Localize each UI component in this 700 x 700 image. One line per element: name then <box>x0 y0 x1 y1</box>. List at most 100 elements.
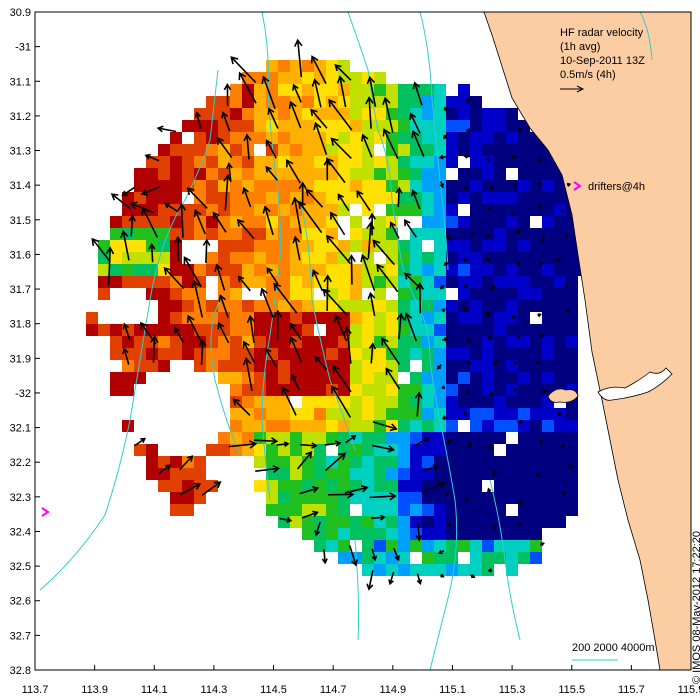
velocity-cell <box>458 192 470 204</box>
velocity-cell <box>422 348 434 360</box>
velocity-cell <box>446 420 458 432</box>
velocity-cell <box>254 264 266 276</box>
velocity-cell <box>422 396 434 408</box>
velocity-cell <box>326 60 338 72</box>
velocity-cell <box>278 408 290 420</box>
velocity-cell <box>434 408 446 420</box>
velocity-cell <box>506 300 518 312</box>
velocity-cell <box>386 168 398 180</box>
velocity-cell <box>422 300 434 312</box>
velocity-arrow <box>371 514 386 521</box>
velocity-cell <box>434 144 446 156</box>
y-tick-label: 32.5 <box>10 561 31 573</box>
velocity-cell <box>410 444 422 456</box>
velocity-cell <box>362 492 374 504</box>
velocity-cell <box>194 180 206 192</box>
velocity-arrow <box>191 279 204 318</box>
y-tick-label: 31.9 <box>10 353 31 365</box>
velocity-cell <box>458 240 470 252</box>
velocity-cell <box>350 132 362 144</box>
velocity-cell <box>506 288 518 300</box>
velocity-cell <box>218 204 230 216</box>
velocity-cell <box>554 192 566 204</box>
velocity-cell <box>422 384 434 396</box>
velocity-cell <box>266 180 278 192</box>
velocity-cell <box>410 564 422 576</box>
x-axis: 113.7 113.9 114.1 114.3 114.5 114.7 114.9 115.1… <box>22 665 700 696</box>
velocity-cell <box>470 408 482 420</box>
velocity-cell <box>470 372 482 384</box>
velocity-cell <box>506 180 518 192</box>
velocity-cell <box>362 384 374 396</box>
velocity-cell <box>374 504 386 516</box>
velocity-cell <box>206 180 218 192</box>
velocity-cell <box>518 444 530 456</box>
velocity-cell <box>302 468 314 480</box>
velocity-cell <box>278 300 290 312</box>
velocity-cell <box>338 516 350 528</box>
velocity-cell <box>422 420 434 432</box>
velocity-cell <box>482 324 494 336</box>
velocity-cell <box>146 192 158 204</box>
velocity-cell <box>506 528 518 540</box>
velocity-cell <box>518 252 530 264</box>
velocity-cell <box>386 504 398 516</box>
velocity-cell <box>338 276 350 288</box>
velocity-cell <box>182 228 194 240</box>
velocity-cell <box>386 336 398 348</box>
velocity-cell <box>290 504 302 516</box>
velocity-cell <box>554 360 566 372</box>
velocity-arrow <box>441 337 449 342</box>
velocity-cell <box>362 468 374 480</box>
velocity-arrow <box>564 283 570 289</box>
velocity-cell <box>458 216 470 228</box>
velocity-cell <box>506 492 518 504</box>
velocity-cell <box>458 180 470 192</box>
velocity-cell <box>518 228 530 240</box>
velocity-cell <box>374 192 386 204</box>
velocity-cell <box>374 372 386 384</box>
velocity-cell <box>230 156 242 168</box>
velocity-arrow <box>179 482 202 496</box>
velocity-cell <box>302 372 314 384</box>
velocity-cell <box>554 300 566 312</box>
velocity-cell <box>542 264 554 276</box>
velocity-cell <box>542 216 554 228</box>
legend-drifters: drifters@4h <box>588 181 645 193</box>
velocity-cell <box>266 156 278 168</box>
velocity-cell <box>278 132 290 144</box>
velocity-cell <box>254 252 266 264</box>
y-tick-label: 32.6 <box>10 596 31 608</box>
velocity-cell <box>302 72 314 84</box>
velocity-cell <box>134 348 146 360</box>
velocity-arrow <box>518 499 524 506</box>
velocity-cell <box>290 420 302 432</box>
velocity-cell <box>386 276 398 288</box>
velocity-cell <box>122 420 134 432</box>
velocity-cell <box>458 108 470 120</box>
velocity-cell <box>254 456 266 468</box>
velocity-cell <box>422 336 434 348</box>
velocity-cell <box>350 168 362 180</box>
velocity-cell <box>470 540 482 552</box>
velocity-cell <box>542 408 554 420</box>
velocity-cell <box>242 216 254 228</box>
velocity-cell <box>422 108 434 120</box>
velocity-cell <box>314 204 326 216</box>
velocity-arrow <box>255 464 281 473</box>
velocity-cell <box>290 456 302 468</box>
velocity-cell <box>362 312 374 324</box>
velocity-cell <box>566 240 578 252</box>
velocity-cell <box>470 252 482 264</box>
velocity-cell <box>350 264 362 276</box>
velocity-arrow <box>310 108 328 129</box>
velocity-cell <box>278 192 290 204</box>
velocity-cell <box>290 252 302 264</box>
velocity-cell <box>194 168 206 180</box>
x-tick-label: 114.5 <box>260 684 287 696</box>
velocity-arrow <box>314 521 321 537</box>
velocity-cell <box>278 204 290 216</box>
velocity-cell <box>362 528 374 540</box>
velocity-cell <box>470 276 482 288</box>
velocity-cell <box>98 288 110 300</box>
